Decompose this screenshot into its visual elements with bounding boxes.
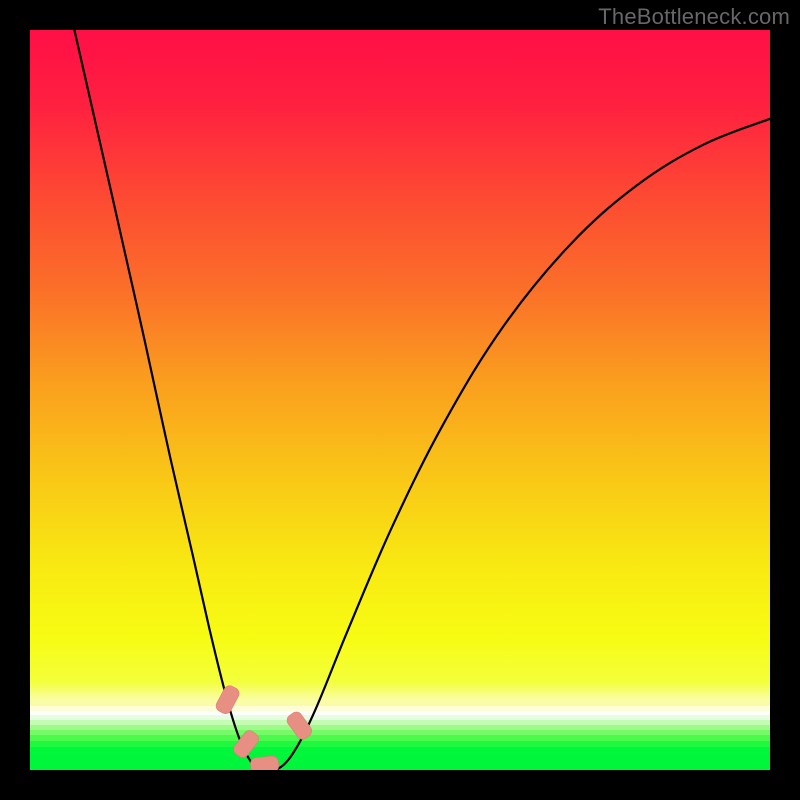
curve-marker xyxy=(214,684,241,716)
plot-area xyxy=(30,30,770,770)
curve-layer xyxy=(30,30,770,770)
curve-marker xyxy=(250,756,279,770)
bottleneck-curve xyxy=(74,30,770,770)
curve-marker xyxy=(231,728,261,760)
watermark-text: TheBottleneck.com xyxy=(598,4,790,30)
curve-markers xyxy=(214,684,314,770)
curve-marker xyxy=(285,710,314,742)
